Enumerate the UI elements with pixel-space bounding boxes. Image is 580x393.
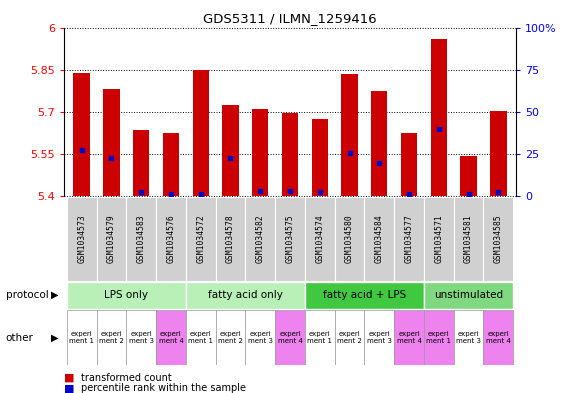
Bar: [305, 196, 335, 281]
Bar: [193, 70, 209, 196]
Bar: [126, 310, 156, 365]
Text: experi
ment 2: experi ment 2: [218, 331, 243, 345]
Bar: [67, 310, 96, 365]
Bar: [103, 90, 119, 196]
Bar: [484, 310, 513, 365]
Bar: [74, 73, 90, 196]
Bar: [342, 74, 358, 196]
Bar: [394, 310, 424, 365]
Text: transformed count: transformed count: [81, 373, 172, 383]
Text: GSM1034578: GSM1034578: [226, 214, 235, 263]
Bar: [96, 310, 126, 365]
Bar: [222, 105, 238, 196]
Bar: [156, 310, 186, 365]
Text: experi
ment 2: experi ment 2: [99, 331, 124, 345]
Text: GSM1034573: GSM1034573: [77, 214, 86, 263]
Text: ▶: ▶: [50, 333, 58, 343]
Text: GSM1034577: GSM1034577: [405, 214, 414, 263]
Bar: [275, 310, 305, 365]
Text: GDS5311 / ILMN_1259416: GDS5311 / ILMN_1259416: [203, 12, 377, 25]
Text: GSM1034576: GSM1034576: [166, 214, 175, 263]
Text: protocol: protocol: [6, 290, 49, 300]
Text: experi
ment 4: experi ment 4: [486, 331, 511, 345]
Text: experi
ment 3: experi ment 3: [248, 331, 273, 345]
Text: GSM1034582: GSM1034582: [256, 214, 264, 263]
Text: experi
ment 4: experi ment 4: [158, 331, 183, 345]
Bar: [305, 310, 335, 365]
Bar: [454, 310, 484, 365]
Text: LPS only: LPS only: [104, 290, 148, 300]
Text: GSM1034571: GSM1034571: [434, 214, 443, 263]
Bar: [335, 310, 364, 365]
Bar: [424, 196, 454, 281]
Text: GSM1034572: GSM1034572: [196, 214, 205, 263]
Text: GSM1034579: GSM1034579: [107, 214, 116, 263]
Bar: [364, 196, 394, 281]
Text: GSM1034575: GSM1034575: [285, 214, 295, 263]
Text: ■: ■: [64, 373, 74, 383]
Bar: [430, 39, 447, 197]
Bar: [133, 130, 150, 196]
Bar: [163, 133, 179, 196]
Text: GSM1034585: GSM1034585: [494, 214, 503, 263]
Text: experi
ment 1: experi ment 1: [426, 331, 451, 345]
Bar: [401, 133, 417, 196]
Bar: [275, 196, 305, 281]
Bar: [245, 196, 275, 281]
Text: experi
ment 3: experi ment 3: [456, 331, 481, 345]
Text: GSM1034584: GSM1034584: [375, 214, 384, 263]
Bar: [126, 196, 156, 281]
Text: GSM1034580: GSM1034580: [345, 214, 354, 263]
Bar: [311, 119, 328, 196]
Text: experi
ment 3: experi ment 3: [367, 331, 392, 345]
Text: experi
ment 1: experi ment 1: [188, 331, 213, 345]
Bar: [186, 310, 216, 365]
Bar: [156, 196, 186, 281]
Bar: [461, 156, 477, 196]
Text: fatty acid + LPS: fatty acid + LPS: [323, 290, 406, 300]
Text: GSM1034581: GSM1034581: [464, 214, 473, 263]
Text: experi
ment 4: experi ment 4: [278, 331, 302, 345]
Bar: [186, 196, 216, 281]
Bar: [484, 196, 513, 281]
Bar: [282, 114, 298, 196]
Text: GSM1034583: GSM1034583: [137, 214, 146, 263]
Text: other: other: [6, 333, 34, 343]
Text: ▶: ▶: [50, 290, 58, 300]
Text: experi
ment 3: experi ment 3: [129, 331, 154, 345]
Text: experi
ment 4: experi ment 4: [397, 331, 422, 345]
Bar: [252, 109, 269, 196]
Text: unstimulated: unstimulated: [434, 290, 503, 300]
Bar: [216, 196, 245, 281]
Bar: [216, 310, 245, 365]
Bar: [245, 310, 275, 365]
Bar: [67, 196, 96, 281]
Bar: [364, 310, 394, 365]
Bar: [186, 282, 305, 309]
Bar: [394, 196, 424, 281]
Bar: [490, 110, 506, 196]
Bar: [454, 196, 484, 281]
Text: experi
ment 1: experi ment 1: [69, 331, 94, 345]
Bar: [335, 196, 364, 281]
Bar: [67, 282, 186, 309]
Text: fatty acid only: fatty acid only: [208, 290, 283, 300]
Text: experi
ment 1: experi ment 1: [307, 331, 332, 345]
Text: GSM1034574: GSM1034574: [316, 214, 324, 263]
Bar: [424, 310, 454, 365]
Bar: [96, 196, 126, 281]
Text: percentile rank within the sample: percentile rank within the sample: [81, 383, 246, 393]
Bar: [305, 282, 424, 309]
Bar: [371, 91, 387, 196]
Text: ■: ■: [64, 383, 74, 393]
Text: experi
ment 2: experi ment 2: [337, 331, 362, 345]
Bar: [424, 282, 513, 309]
